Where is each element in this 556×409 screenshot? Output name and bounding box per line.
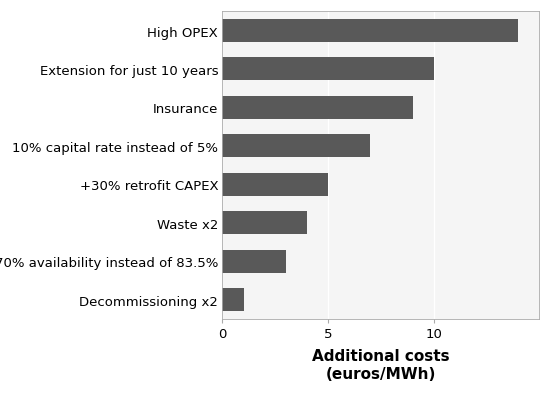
Bar: [222, 97, 413, 120]
Bar: [222, 20, 518, 43]
Bar: [222, 58, 434, 81]
Bar: [222, 212, 307, 235]
Bar: [222, 135, 370, 158]
X-axis label: Additional costs
(euros/MWh): Additional costs (euros/MWh): [312, 348, 450, 381]
Bar: [222, 250, 286, 273]
Bar: [222, 288, 244, 311]
Bar: [222, 173, 328, 196]
